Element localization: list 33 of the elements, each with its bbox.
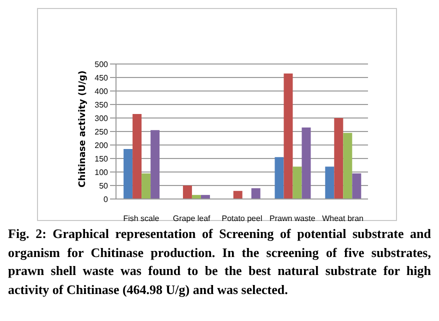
y-tick-label: 500: [94, 60, 109, 69]
y-tick-label: 450: [94, 73, 109, 82]
y-axis-title: Chitinase activity (U/g): [78, 70, 88, 188]
bar: [124, 149, 133, 199]
y-tick-label: 200: [94, 140, 109, 150]
y-tick-label: 100: [94, 168, 109, 177]
bar: [343, 132, 352, 199]
bar: [292, 166, 302, 199]
y-tick-label: 0: [104, 194, 109, 204]
x-tick-label: Wheat bran: [322, 214, 364, 223]
bar: [251, 188, 260, 199]
y-tick-label: 300: [94, 114, 109, 123]
caption: Fig. 2: Graphical representation of Screening of potential substrate and organism for Chitinase production. In the screening of five substrates, prawn shell waste was found to be the best natural substrate for high activity of Chitinase (464.98 U/g) and was selected.: [8, 225, 431, 299]
y-tick-label: 250: [94, 127, 109, 136]
y-tick-label: 400: [94, 86, 109, 96]
bar: [284, 73, 293, 199]
bar: [334, 118, 344, 199]
bar: [132, 114, 142, 199]
y-tick-label: 350: [94, 100, 109, 110]
bar: [325, 166, 334, 199]
bar: [142, 173, 151, 199]
y-tick-label: 50: [99, 181, 109, 190]
bar: [182, 186, 192, 199]
bar: [352, 173, 362, 199]
bar: [302, 127, 311, 199]
y-tick-label: 150: [94, 154, 109, 164]
x-tick-label: Grape leaf: [172, 214, 212, 223]
bar: [150, 130, 160, 199]
x-tick-label: Fish scale: [123, 214, 160, 223]
x-tick-label: Prawn waste: [270, 214, 316, 223]
x-tick-label: Potato peel: [222, 214, 262, 223]
bar: [233, 190, 242, 199]
bar: [274, 157, 284, 199]
